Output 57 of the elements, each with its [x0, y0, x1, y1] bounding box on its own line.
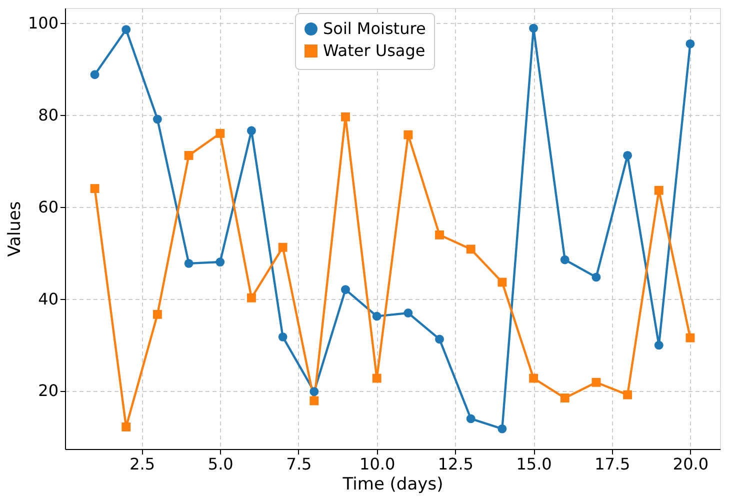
- point: [529, 24, 538, 33]
- point: [152, 310, 162, 319]
- y-tick-label: 40: [38, 289, 58, 308]
- x-tick-label: 10.0: [360, 454, 396, 474]
- point: [466, 244, 476, 254]
- point: [498, 278, 507, 287]
- legend-label: Water Usage: [323, 41, 426, 60]
- point: [404, 308, 413, 318]
- x-axis-title: Time (days): [342, 474, 444, 494]
- point: [372, 374, 382, 383]
- point: [90, 70, 100, 80]
- x-tick-label: 12.5: [438, 454, 474, 474]
- point: [310, 396, 319, 406]
- point: [654, 340, 664, 350]
- x-tick-label: 15.0: [516, 454, 552, 474]
- x-tick-label: 20.0: [672, 454, 709, 474]
- point: [686, 39, 695, 48]
- point: [341, 285, 350, 294]
- y-tick-label: 80: [38, 106, 58, 125]
- point: [278, 332, 288, 342]
- point: [184, 150, 194, 160]
- y-tick-label: 100: [28, 14, 58, 33]
- point: [310, 387, 319, 396]
- x-tick-label: 17.5: [594, 454, 630, 474]
- point: [498, 424, 507, 434]
- point: [372, 312, 382, 321]
- point: [592, 378, 601, 387]
- point: [247, 293, 256, 302]
- point: [686, 333, 695, 342]
- y-tick-label: 20: [38, 381, 58, 400]
- legend-label: Soil Moisture: [323, 19, 426, 38]
- point: [90, 184, 100, 194]
- point: [216, 258, 225, 266]
- point: [654, 186, 664, 195]
- point: [560, 394, 570, 402]
- point: [623, 390, 632, 400]
- point: [278, 242, 288, 252]
- point: [122, 422, 131, 432]
- point: [247, 126, 256, 136]
- point: [216, 128, 225, 138]
- y-tick-label: 60: [38, 197, 58, 216]
- point: [184, 258, 194, 268]
- point: [529, 374, 538, 383]
- point: [435, 230, 444, 240]
- point: [435, 334, 444, 344]
- point: [341, 112, 350, 122]
- point: [560, 255, 570, 264]
- point: [404, 130, 413, 140]
- y-axis-title: Values: [4, 201, 25, 257]
- point: [592, 272, 601, 282]
- x-tick-label: 2.5: [130, 454, 156, 474]
- point: [122, 25, 131, 34]
- point: [466, 414, 476, 424]
- point: [152, 114, 162, 124]
- point: [623, 150, 632, 160]
- x-tick-label: 7.5: [286, 454, 312, 474]
- x-tick-label: 5.0: [208, 454, 234, 474]
